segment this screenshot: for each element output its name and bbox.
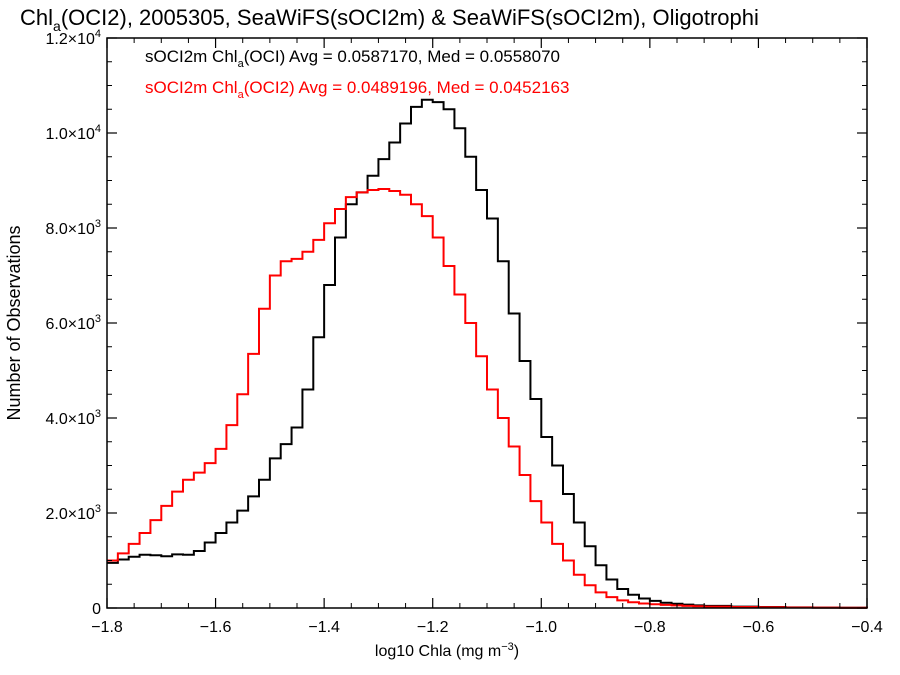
y-tick-label: 0 <box>92 601 101 618</box>
title-prefix: Chl <box>20 5 53 30</box>
y-tick-mantissa: 2.0×10 <box>45 506 94 523</box>
y-tick-mantissa: 1.0×10 <box>45 126 94 143</box>
legend-entry-2: sOCI2m Chla(OCI2) Avg = 0.0489196, Med =… <box>145 78 569 101</box>
y-tick-exponent: 4 <box>95 123 101 135</box>
x-axis-label-main: log10 Chla (mg m <box>375 643 501 660</box>
y-tick-mantissa: 1.2×10 <box>45 31 94 48</box>
x-axis-label-sup: −3 <box>501 641 514 653</box>
legend-text: sOCI2m Chl <box>145 78 238 97</box>
legend-text: (OCI2) Avg = 0.0489196, Med = 0.0452163 <box>244 78 570 97</box>
x-tick-label: −1.2 <box>417 619 449 636</box>
y-tick-exponent: 3 <box>95 503 101 515</box>
y-tick-mantissa: 0 <box>92 601 101 618</box>
x-tick-label: −1.8 <box>91 619 123 636</box>
y-tick-label: 2.0×103 <box>45 503 101 523</box>
svg-text:Chla(OCI2), 2005305, SeaWiFS(s: Chla(OCI2), 2005305, SeaWiFS(sOCI2m) & S… <box>20 5 759 34</box>
y-tick-mantissa: 6.0×10 <box>45 316 94 333</box>
y-tick-exponent: 3 <box>95 408 101 420</box>
x-axis-label: log10 Chla (mg m−3) <box>375 641 519 660</box>
y-tick-exponent: 3 <box>95 218 101 230</box>
x-tick-label: −0.4 <box>851 619 883 636</box>
series-line-1 <box>107 98 868 609</box>
x-axis-label-end: ) <box>514 643 519 660</box>
x-tick-label: −1.6 <box>200 619 232 636</box>
legend-subscript: a <box>238 58 245 70</box>
x-tick-label: −1.0 <box>525 619 557 636</box>
chart-title: Chla(OCI2), 2005305, SeaWiFS(sOCI2m) & S… <box>20 5 759 34</box>
y-tick-mantissa: 8.0×10 <box>45 221 94 238</box>
y-tick-label: 1.2×104 <box>45 28 101 48</box>
legend-subscript: a <box>238 89 245 101</box>
y-tick-exponent: 4 <box>95 28 101 40</box>
legend-text: (OCI) Avg = 0.0587170, Med = 0.0558070 <box>244 47 560 66</box>
x-tick-label: −1.4 <box>308 619 340 636</box>
x-tick-label: −0.8 <box>634 619 666 636</box>
y-tick-exponent: 3 <box>95 313 101 325</box>
y-tick-label: 1.0×104 <box>45 123 101 143</box>
plot-frame <box>106 37 868 609</box>
title-subscript: a <box>53 18 61 34</box>
legend-entry-1: sOCI2m Chla(OCI) Avg = 0.0587170, Med = … <box>145 47 560 70</box>
y-tick-mantissa: 4.0×10 <box>45 411 94 428</box>
x-tick-label: −0.6 <box>743 619 775 636</box>
y-axis-label: Number of Observations <box>4 225 24 420</box>
series-line-2 <box>107 188 868 609</box>
y-tick-label: 8.0×103 <box>45 218 101 238</box>
legend: sOCI2m Chla(OCI) Avg = 0.0587170, Med = … <box>145 47 569 101</box>
y-tick-label: 4.0×103 <box>45 408 101 428</box>
title-rest: (OCI2), 2005305, SeaWiFS(sOCI2m) & SeaWi… <box>61 5 759 30</box>
y-tick-label: 6.0×103 <box>45 313 101 333</box>
legend-text: sOCI2m Chl <box>145 47 238 66</box>
